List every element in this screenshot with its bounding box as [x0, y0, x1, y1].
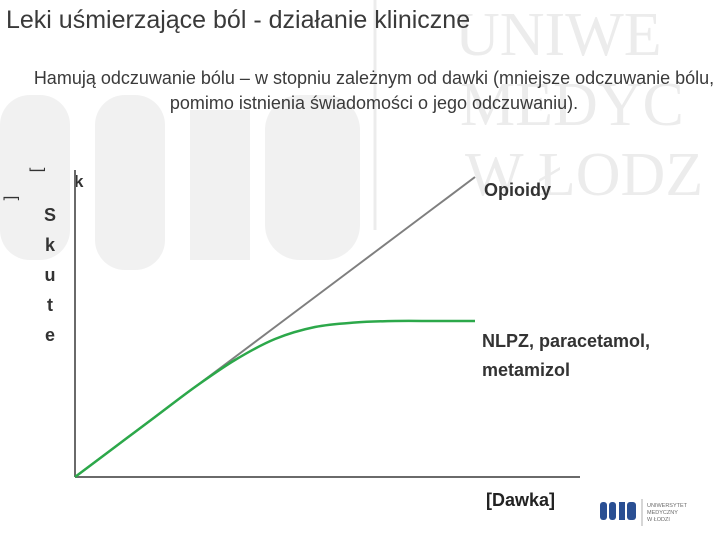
logo-text-line-2: MEDYCZNY: [647, 510, 678, 516]
series-label-nlpz-line-2: metamizol: [482, 360, 571, 380]
series-line-nlpz: [74, 319, 475, 479]
y-axis-letter: u: [44, 265, 56, 285]
x-axis-label: [Dawka]: [486, 490, 556, 510]
university-logo: UNIWERSYTET MEDYCZNY W ŁODZI: [600, 499, 688, 526]
series-label-nlpz-line-1: NLPZ, paracetamol,: [482, 331, 651, 351]
logo-text-line-3: W ŁODZI: [647, 517, 670, 523]
y-axis-letter: t: [47, 295, 53, 315]
y-axis-letter: e: [44, 325, 55, 345]
slide-subtitle: Hamują odczuwanie bólu – w stopniu zależ…: [33, 68, 715, 113]
y-axis-letter: k: [44, 235, 55, 255]
series-label-nlpz: NLPZ, paracetamol, metamizol: [482, 327, 650, 385]
series-label-opioidy: Opioidy: [484, 180, 551, 200]
y-axis-letter: S: [43, 205, 56, 225]
y-axis-label: S k u t e: [40, 200, 60, 350]
slide-title: Leki uśmierzające ból - działanie klinic…: [6, 6, 471, 34]
logo-text-line-1: UNIWERSYTET: [647, 503, 688, 509]
y-axis-label-k: k: [74, 172, 84, 191]
